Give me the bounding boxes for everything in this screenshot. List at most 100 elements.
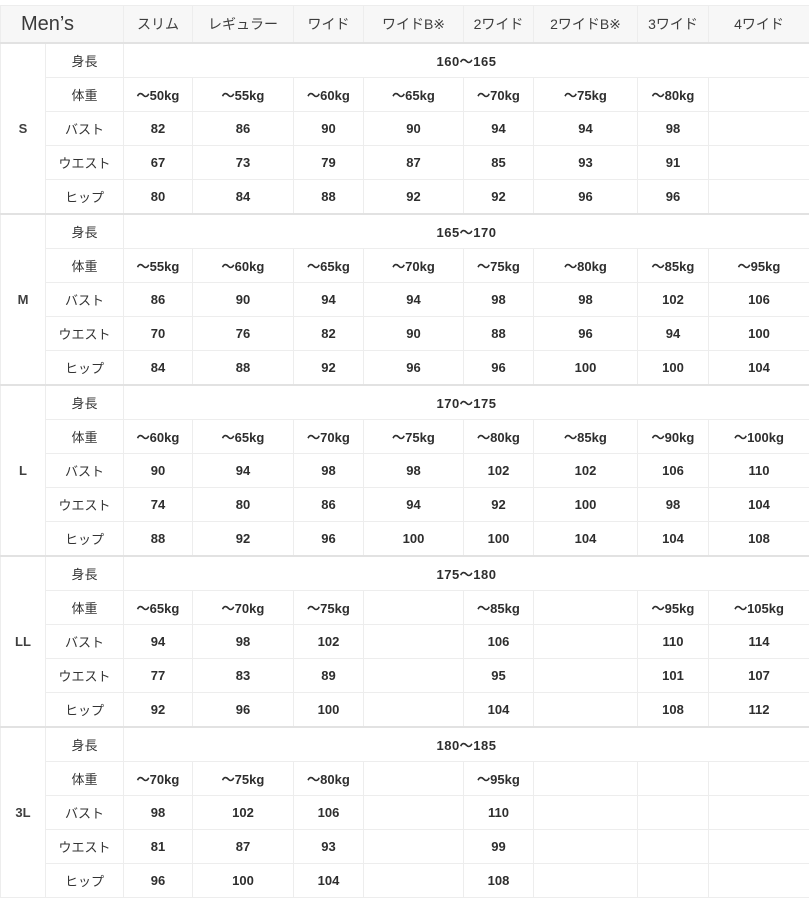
hip-value-cell: 92 — [293, 350, 364, 386]
row-label-height: 身長 — [45, 726, 124, 762]
bust-value-cell: 94 — [192, 453, 294, 488]
group-L-bust-row: バスト 90 94 98 98 102 102 106 110 — [1, 453, 809, 488]
weight-value-cell: 〜75kg — [533, 77, 638, 112]
weight-value-cell — [533, 761, 638, 796]
row-label-height: 身長 — [45, 555, 124, 591]
weight-value-cell: 〜95kg — [708, 248, 809, 283]
group-LL-bust-row: バスト 94 98 102 106 110 114 — [1, 624, 809, 659]
waist-value-cell: 77 — [123, 658, 193, 693]
hip-value-cell: 104 — [637, 521, 709, 557]
hip-value-cell: 92 — [463, 179, 534, 215]
height-range-cell: 175〜180 — [123, 555, 809, 591]
hip-value-cell: 84 — [192, 179, 294, 215]
hip-value-cell: 112 — [708, 692, 809, 728]
group-S-weight-row: 体重 〜50kg 〜55kg 〜60kg 〜65kg 〜70kg 〜75kg 〜80kg — [1, 77, 809, 112]
waist-value-cell: 73 — [192, 145, 294, 180]
weight-value-cell: 〜70kg — [192, 590, 294, 625]
group-LL-height-row: LL 身長 175〜180 — [0, 555, 809, 728]
bust-value-cell — [708, 795, 809, 830]
hip-value-cell: 92 — [192, 521, 294, 557]
hip-value-cell: 104 — [293, 863, 364, 898]
bust-value-cell: 106 — [708, 282, 809, 317]
weight-value-cell: 〜85kg — [637, 248, 709, 283]
group-L-waist-row: ウエスト 74 80 86 94 92 100 98 104 — [1, 487, 809, 522]
row-label-waist: ウエスト — [45, 145, 124, 180]
weight-value-cell: 〜80kg — [293, 761, 364, 796]
waist-value-cell: 99 — [463, 829, 534, 864]
row-label-weight: 体重 — [45, 419, 124, 454]
row-label-waist: ウエスト — [45, 829, 124, 864]
bust-value-cell — [533, 624, 638, 659]
row-label-hip: ヒップ — [45, 179, 124, 215]
waist-value-cell — [363, 658, 464, 693]
row-label-bust: バスト — [45, 111, 124, 146]
weight-value-cell: 〜75kg — [463, 248, 534, 283]
weight-value-cell — [533, 590, 638, 625]
weight-value-cell: 〜75kg — [192, 761, 294, 796]
weight-value-cell: 〜95kg — [463, 761, 534, 796]
column-header-6: 2ワイドB※ — [533, 5, 638, 44]
bust-value-cell: 106 — [293, 795, 364, 830]
weight-value-cell: 〜80kg — [533, 248, 638, 283]
bust-value-cell — [533, 795, 638, 830]
bust-value-cell: 106 — [463, 624, 534, 659]
waist-value-cell: 98 — [637, 487, 709, 522]
waist-value-cell: 101 — [637, 658, 709, 693]
bust-value-cell: 98 — [463, 282, 534, 317]
hip-value-cell: 104 — [463, 692, 534, 728]
row-label-hip: ヒップ — [45, 692, 124, 728]
hip-value-cell: 92 — [363, 179, 464, 215]
weight-value-cell: 〜65kg — [123, 590, 193, 625]
column-header-7: 3ワイド — [637, 5, 709, 44]
bust-value-cell: 102 — [192, 795, 294, 830]
bust-value-cell: 90 — [293, 111, 364, 146]
hip-value-cell — [637, 863, 709, 898]
hip-value-cell: 88 — [293, 179, 364, 215]
size-label-L: L — [0, 384, 46, 557]
waist-value-cell: 91 — [637, 145, 709, 180]
waist-value-cell: 83 — [192, 658, 294, 693]
waist-value-cell: 76 — [192, 316, 294, 351]
hip-value-cell: 108 — [708, 521, 809, 557]
bust-value-cell: 94 — [363, 282, 464, 317]
height-range-cell: 160〜165 — [123, 42, 809, 78]
row-label-weight: 体重 — [45, 590, 124, 625]
waist-value-cell: 86 — [293, 487, 364, 522]
group-3L-hip-row: ヒップ 96 100 104 108 — [1, 863, 809, 898]
bust-value-cell: 102 — [637, 282, 709, 317]
hip-value-cell — [363, 863, 464, 898]
waist-value-cell — [708, 145, 809, 180]
bust-value-cell: 94 — [463, 111, 534, 146]
bust-value-cell — [363, 795, 464, 830]
bust-value-cell: 102 — [533, 453, 638, 488]
waist-value-cell — [637, 829, 709, 864]
weight-value-cell — [708, 761, 809, 796]
size-label-LL: LL — [0, 555, 46, 728]
waist-value-cell — [533, 658, 638, 693]
group-M-hip-row: ヒップ 84 88 92 96 96 100 100 104 — [1, 350, 809, 386]
hip-value-cell: 100 — [533, 350, 638, 386]
row-label-weight: 体重 — [45, 77, 124, 112]
waist-value-cell: 89 — [293, 658, 364, 693]
row-label-waist: ウエスト — [45, 658, 124, 693]
hip-value-cell: 80 — [123, 179, 193, 215]
group-L-height-row: L 身長 170〜175 — [0, 384, 809, 557]
bust-value-cell: 102 — [463, 453, 534, 488]
waist-value-cell — [533, 829, 638, 864]
hip-value-cell: 84 — [123, 350, 193, 386]
waist-value-cell: 88 — [463, 316, 534, 351]
waist-value-cell: 100 — [708, 316, 809, 351]
bust-value-cell: 114 — [708, 624, 809, 659]
waist-value-cell: 81 — [123, 829, 193, 864]
waist-value-cell: 67 — [123, 145, 193, 180]
hip-value-cell: 92 — [123, 692, 193, 728]
group-LL-waist-row: ウエスト 77 83 89 95 101 107 — [1, 658, 809, 693]
row-label-waist: ウエスト — [45, 487, 124, 522]
waist-value-cell: 80 — [192, 487, 294, 522]
weight-value-cell: 〜55kg — [123, 248, 193, 283]
weight-value-cell — [637, 761, 709, 796]
hip-value-cell: 100 — [363, 521, 464, 557]
column-header-5: 2ワイド — [463, 5, 534, 44]
group-3L-height-row: 3L 身長 180〜185 — [0, 726, 809, 898]
bust-value-cell: 98 — [192, 624, 294, 659]
